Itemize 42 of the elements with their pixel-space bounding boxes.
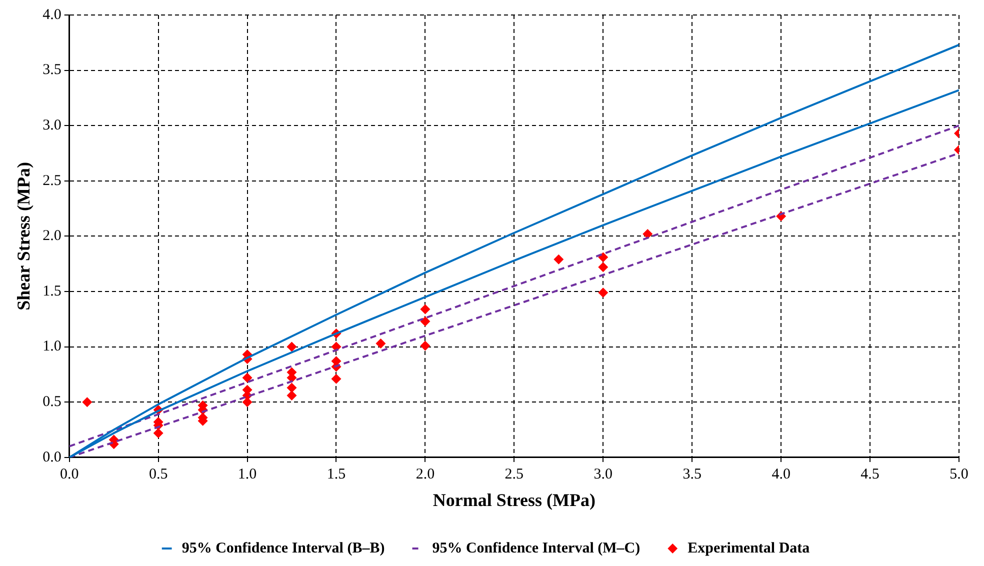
x-axis-title: Normal Stress (MPa) — [432, 490, 596, 510]
point — [554, 254, 564, 264]
point — [286, 390, 297, 400]
x-tick-label: 0.5 — [148, 466, 168, 482]
y-tick-label: 1.0 — [42, 338, 62, 355]
x-tick-label: 0.0 — [60, 466, 79, 482]
legend-label: 95% Confidence Interval (B–B) — [182, 540, 385, 556]
point — [242, 372, 252, 383]
y-tick-label: 3.0 — [42, 118, 62, 134]
x-tick-label: 1.0 — [238, 466, 257, 482]
point — [420, 304, 430, 314]
y-tick-label: 2.0 — [42, 228, 62, 244]
point — [598, 288, 608, 298]
legend-label: 95% Confidence Interval (M–C) — [432, 540, 640, 556]
x-tick-label: 3.0 — [594, 466, 613, 482]
point — [153, 428, 164, 438]
point — [331, 374, 342, 384]
point — [242, 397, 252, 408]
legend-label: Experimental Data — [688, 540, 810, 556]
y-tick-label: 3.5 — [42, 62, 62, 78]
x-tick-label: 4.5 — [860, 466, 880, 482]
point — [286, 382, 297, 393]
point — [82, 397, 92, 408]
x-tick-label: 3.5 — [682, 466, 702, 482]
point — [286, 342, 297, 352]
x-tick-label: 5.0 — [950, 466, 968, 482]
y-tick-label: 2.5 — [42, 172, 62, 189]
x-tick-label: 2.0 — [416, 466, 435, 482]
y-tick-label: 0.0 — [42, 449, 62, 466]
x-tick-label: 2.5 — [504, 466, 524, 482]
point — [420, 316, 430, 326]
y-tick-label: 1.5 — [42, 283, 62, 300]
x-tick-label: 1.5 — [326, 466, 346, 482]
point — [598, 262, 608, 272]
point — [420, 340, 430, 351]
y-axis-title: Shear Stress (MPa) — [13, 162, 34, 310]
y-tick-label: 0.5 — [42, 394, 62, 410]
point — [642, 228, 653, 239]
x-tick-label: 4.0 — [772, 466, 790, 482]
point — [376, 338, 386, 348]
point — [598, 252, 608, 262]
y-tick-label: 4.0 — [42, 6, 62, 23]
